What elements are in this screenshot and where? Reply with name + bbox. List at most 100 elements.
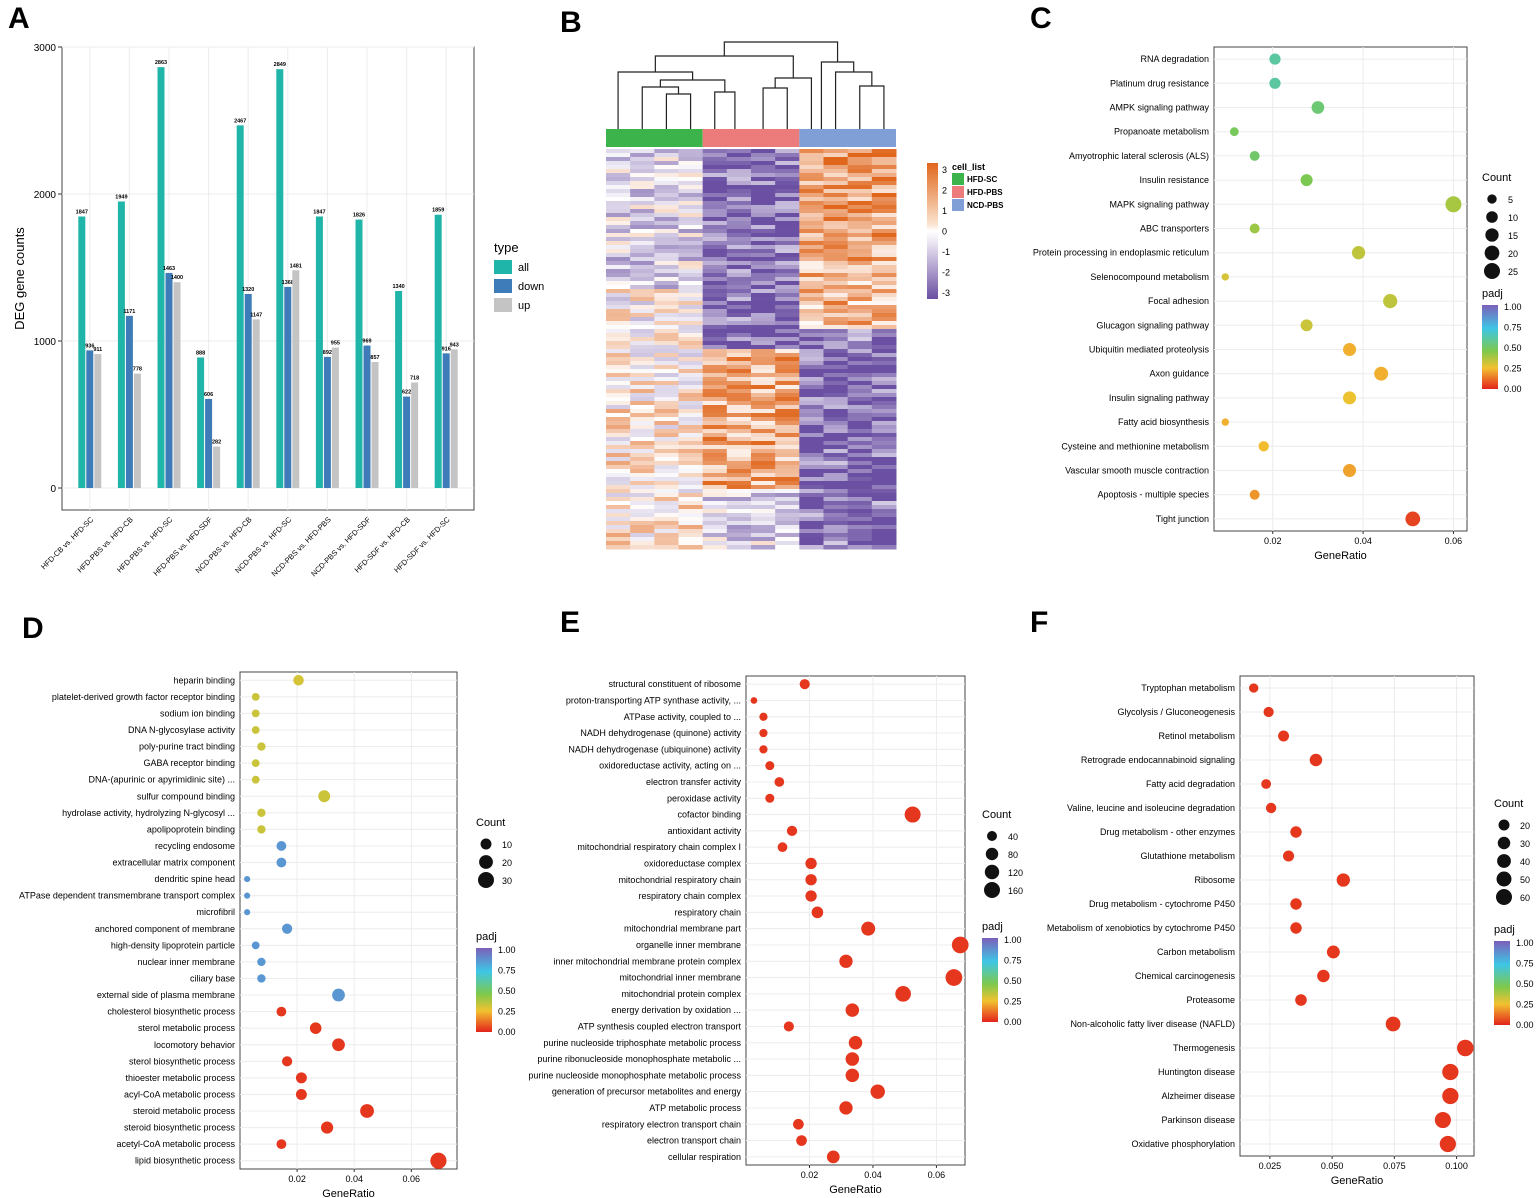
dot [1374, 366, 1389, 381]
dot [1249, 683, 1259, 693]
heatmap-cell [775, 253, 800, 258]
heatmap-cell [726, 533, 752, 538]
term-label: sterol metabolic process [138, 1023, 236, 1033]
term-label: cellular respiration [668, 1152, 741, 1162]
heatmap-cell [654, 413, 679, 418]
heatmap-cell [799, 517, 824, 522]
heatmap-cell [799, 265, 824, 270]
heatmap-cell [871, 257, 897, 262]
term-label: Protein processing in endoplasmic reticu… [1033, 248, 1209, 258]
heatmap-cell [847, 209, 873, 214]
heatmap-cell [726, 501, 752, 506]
heatmap-cell [678, 393, 704, 398]
heatmap-cell [799, 365, 824, 370]
heatmap-cell [775, 297, 800, 302]
dot [251, 709, 260, 718]
heatmap-cell [847, 349, 873, 354]
heatmap-cell [751, 385, 776, 390]
heatmap-cell [799, 421, 824, 426]
heatmap-cell [847, 221, 873, 226]
heatmap-cell [823, 505, 849, 510]
heatmap-cell [630, 157, 655, 162]
heatmap-cell [871, 165, 897, 170]
heatmap-cell [775, 461, 800, 466]
heatmap-cell [775, 433, 800, 438]
heatmap-cell [775, 369, 800, 374]
heatmap-cell [678, 509, 704, 514]
heatmap-cell [630, 441, 655, 446]
heatmap-cell [799, 273, 824, 278]
heatmap-cell [871, 385, 897, 390]
term-label: purine nucleoside monophosphate metaboli… [528, 1070, 741, 1080]
heatmap-cell [751, 489, 776, 494]
heatmap-cell [847, 285, 873, 290]
heatmap-cell [751, 249, 776, 254]
heatmap-cell [847, 397, 873, 402]
plot-frame [1239, 675, 1475, 1157]
heatmap-cell [654, 341, 679, 346]
x-tick-label: 0.075 [1383, 1161, 1406, 1171]
heatmap-cell [726, 281, 752, 286]
heatmap-cell [871, 357, 897, 362]
heatmap-cell [775, 473, 800, 478]
term-label: purine nucleoside triphosphate metabolic… [543, 1038, 741, 1048]
heatmap-cell [799, 253, 824, 258]
dendrogram-branch [641, 86, 680, 129]
heatmap-cell [702, 417, 728, 422]
heatmap-cell [606, 177, 631, 182]
bar-all [117, 201, 125, 488]
heatmap-cell [799, 289, 824, 294]
heatmap-cell [630, 369, 655, 374]
heatmap-cell [630, 165, 655, 170]
heatmap-cell [823, 197, 849, 202]
heatmap-cell [751, 169, 776, 174]
heatmap-cell [630, 289, 655, 294]
heatmap-cell [871, 201, 897, 206]
heatmap-cell [654, 221, 679, 226]
heatmap-cell [775, 445, 800, 450]
heatmap-cell [775, 189, 800, 194]
heatmap-cell [606, 245, 631, 250]
heatmap-cell [847, 305, 873, 310]
heatmap-cell [799, 181, 824, 186]
heatmap-cell [823, 525, 849, 530]
heatmap-cell [871, 261, 897, 266]
heatmap-cell [823, 321, 849, 326]
heatmap-cell [799, 401, 824, 406]
heatmap-cell [654, 393, 679, 398]
term-label: Retinol metabolism [1158, 731, 1235, 741]
term-label: DNA-(apurinic or apyrimidinic site) ... [88, 775, 235, 785]
heatmap-cell [678, 413, 704, 418]
heatmap-cell [871, 309, 897, 314]
heatmap-cell [823, 517, 849, 522]
heatmap-cell [847, 509, 873, 514]
term-label: Focal adhesion [1148, 296, 1209, 306]
dot [945, 969, 963, 986]
heatmap-cell [630, 393, 655, 398]
heatmap-cell [630, 533, 655, 538]
heatmap-cell [775, 149, 800, 154]
heatmap-cell [654, 329, 679, 334]
heatmap-cell [630, 525, 655, 530]
heatmap-cell [702, 321, 728, 326]
heatmap-cell [871, 433, 897, 438]
bar-down [205, 398, 213, 488]
dot [777, 842, 788, 852]
heatmap-cell [726, 405, 752, 410]
heatmap-cell [726, 485, 752, 490]
heatmap-cell [606, 429, 631, 434]
heatmap-cell [702, 533, 728, 538]
heatmap-cell [751, 261, 776, 266]
heatmap-cell [606, 373, 631, 378]
heatmap-cell [630, 373, 655, 378]
heatmap-cell [775, 185, 800, 190]
heatmap-cell [702, 269, 728, 274]
heatmap-cell [823, 309, 849, 314]
heatmap-cell [751, 201, 776, 206]
heatmap-cell [630, 421, 655, 426]
heatmap-cell [654, 169, 679, 174]
y-tick-label: 1000 [34, 337, 57, 348]
heatmap-cell [751, 289, 776, 294]
heatmap-cell [726, 489, 752, 494]
